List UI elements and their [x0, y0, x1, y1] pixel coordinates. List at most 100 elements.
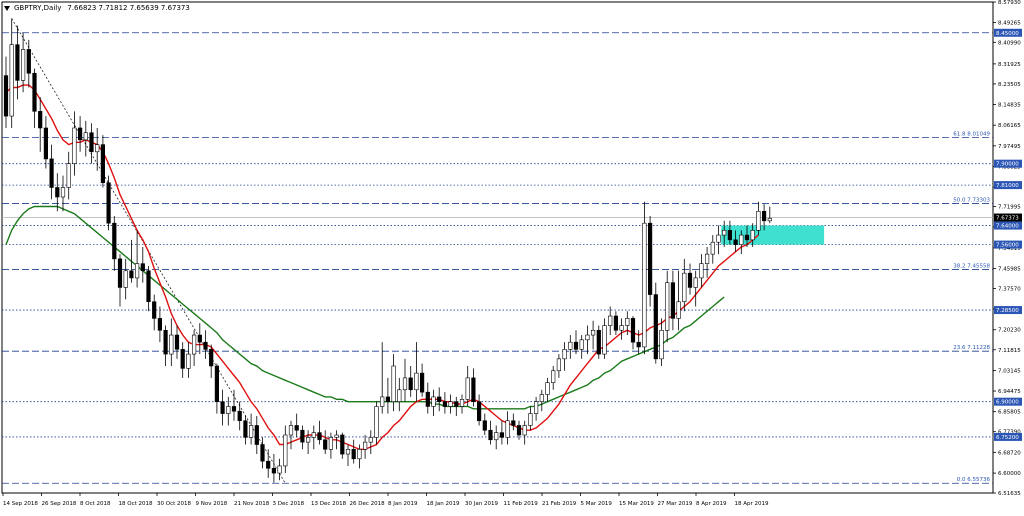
x-tick-label: 8 Oct 2018 [80, 501, 111, 507]
candle-body [43, 127, 48, 160]
candle-body [374, 406, 379, 438]
candle-body [761, 210, 767, 222]
y-tick-label: 8.31925 [998, 62, 1021, 68]
candle-body [471, 377, 476, 402]
candle-body [237, 410, 242, 422]
candle-body [266, 460, 271, 469]
candle-body [340, 434, 345, 455]
candle-body [494, 432, 499, 441]
candle-body [249, 425, 254, 438]
x-tick-label: 5 Mar 2019 [581, 501, 613, 507]
candle-body [3, 75, 9, 117]
candle-body [693, 277, 698, 288]
chart-menu-triangle-icon[interactable] [4, 5, 10, 11]
candle-body [573, 341, 579, 350]
candle-body [596, 329, 601, 355]
candle-body [9, 44, 14, 117]
candle-body [203, 341, 208, 350]
candle-body [528, 413, 533, 426]
candle-body [499, 432, 505, 438]
candle-body [186, 353, 191, 369]
candle-body [323, 439, 328, 450]
candle-body [722, 230, 727, 236]
current-price-tag [994, 213, 1022, 222]
candle-body [385, 396, 391, 402]
candle-body [129, 270, 134, 279]
x-tick-label: 3 Dec 2018 [273, 501, 305, 507]
candle-body [38, 111, 43, 129]
y-tick-label: 7.03145 [998, 368, 1021, 374]
moving-average-slow [5, 205, 725, 410]
x-tick-label: 18 Jan 2019 [427, 501, 460, 507]
candle-body [163, 329, 168, 355]
level-price-tag-text: 7.90000 [996, 162, 1019, 168]
candle-body [112, 222, 117, 260]
candle-body [220, 401, 225, 414]
x-tick-label: 14 Sep 2018 [3, 501, 38, 507]
candle-body [602, 325, 607, 355]
candle-body [140, 263, 145, 272]
candle-body [317, 432, 322, 441]
candle-body [146, 270, 151, 303]
candle-body [157, 318, 163, 331]
candle-body [414, 372, 419, 391]
candle-body [511, 420, 516, 426]
candle-body [488, 429, 493, 441]
candle-body [169, 334, 174, 355]
candle-body [545, 382, 550, 395]
chart-title: GBPTRY, Daily 7.66823 7.71812 7.65639 7.6… [4, 2, 190, 14]
candle-body [328, 437, 334, 450]
candle-body [670, 282, 675, 319]
candle-body [579, 339, 584, 350]
candle-body [482, 420, 487, 431]
y-tick-label: 6.77390 [998, 430, 1021, 436]
ohlc-readout: 7.66823 7.71812 7.65639 7.67373 [67, 4, 190, 12]
candle-body [562, 349, 567, 360]
candle-body [305, 437, 311, 443]
candle-body [625, 318, 630, 326]
candle-body [397, 389, 402, 402]
candle-body [271, 468, 277, 474]
candle-body [311, 432, 316, 438]
candle-body [533, 401, 539, 414]
x-tick-label: 15 Mar 2019 [619, 501, 654, 507]
symbol-label: GBPTRY [14, 4, 42, 12]
candle-body [402, 377, 408, 391]
level-price-tag-text: 8.45000 [996, 31, 1019, 37]
candle-body [653, 294, 658, 360]
candle-body [682, 272, 687, 303]
y-tick-label: 6.60000 [998, 471, 1021, 477]
candle-body [659, 329, 664, 360]
x-tick-label: 18 Apr 2019 [735, 501, 770, 507]
candle-body [733, 239, 738, 245]
candle-body [55, 187, 60, 198]
candle-body [95, 144, 100, 153]
candle-body [459, 399, 465, 407]
candle-body [174, 334, 180, 350]
plot-frame [1, 1, 994, 494]
y-tick-label: 8.40990 [998, 40, 1021, 46]
x-tick-label: 30 Oct 2018 [157, 501, 192, 507]
candle-body [72, 127, 77, 164]
y-tick-label: 8.49265 [998, 21, 1021, 27]
candle-body [756, 210, 761, 231]
candle-body [590, 329, 596, 336]
candle-body [254, 425, 259, 445]
fib-level-label: 38.2 7.45558 [953, 263, 990, 269]
fib-level-label: 0.0 6.55736 [957, 477, 991, 483]
candle-body [636, 341, 641, 348]
candle-body [197, 334, 202, 343]
candle-body [454, 401, 459, 407]
level-price-tag [994, 221, 1022, 230]
candle-body [630, 318, 636, 343]
level-price-tag [994, 240, 1022, 249]
y-tick-label: 7.54615 [998, 246, 1021, 252]
level-price-tag-text: 6.90000 [996, 400, 1019, 406]
candle-body [15, 44, 20, 81]
level-price-tag [994, 306, 1022, 315]
candle-body [294, 425, 299, 431]
candle-body [739, 234, 744, 245]
y-tick-label: 7.97495 [998, 144, 1021, 150]
